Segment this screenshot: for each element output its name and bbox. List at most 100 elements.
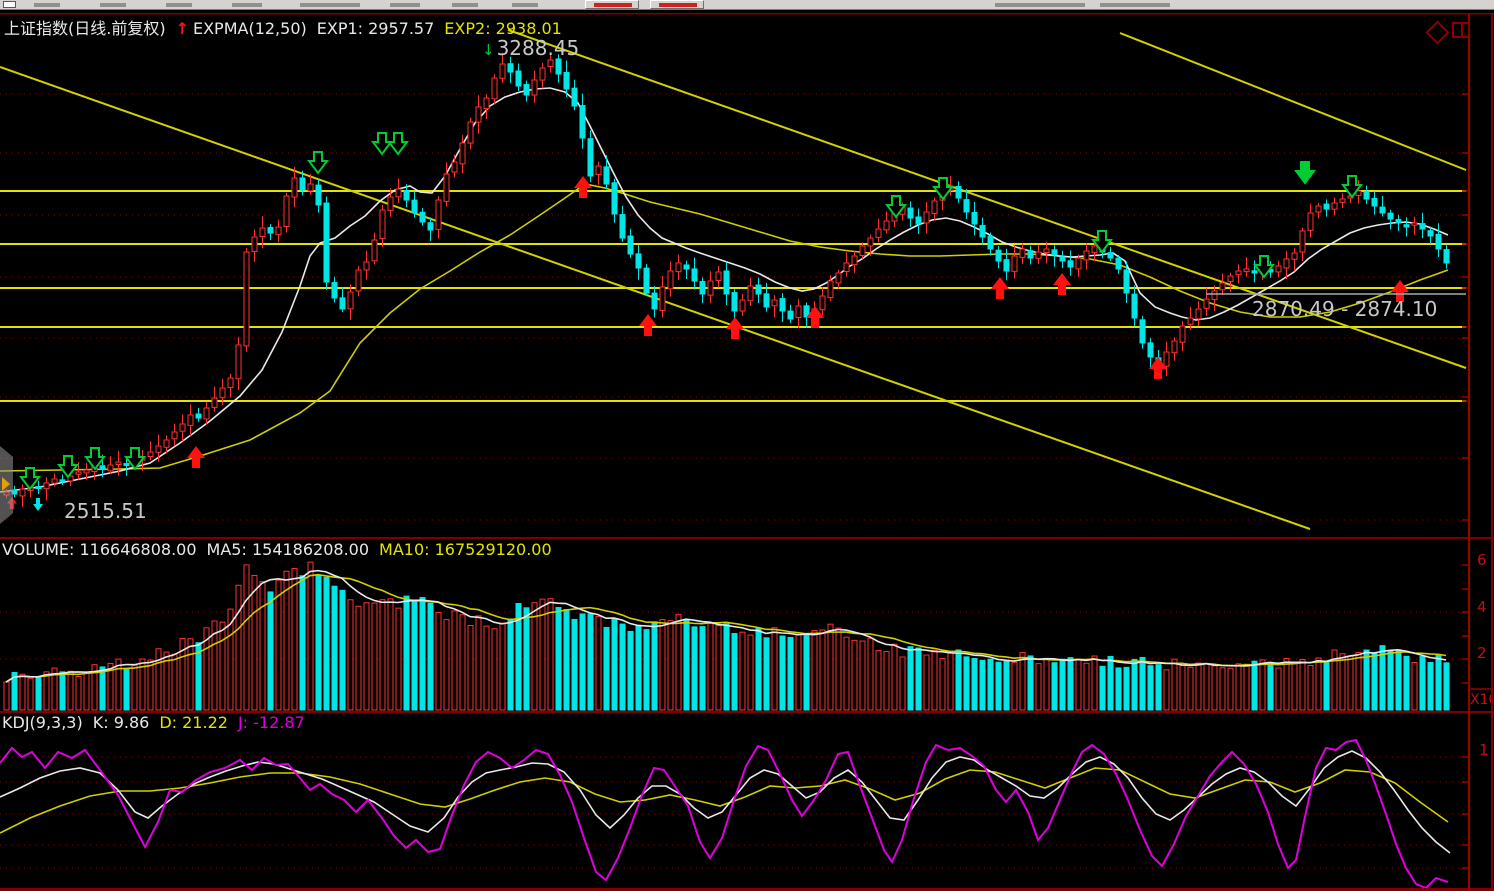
signal-down-arrow-icon	[932, 177, 954, 201]
candle-body	[651, 292, 658, 310]
volume-bar	[1275, 667, 1282, 711]
candle-body	[1251, 270, 1258, 274]
volume-bar	[939, 657, 946, 711]
volume-bar	[1211, 665, 1218, 711]
volume-bar	[459, 614, 466, 711]
candle-body	[1083, 250, 1090, 261]
toolbar-truncated[interactable]	[0, 0, 1494, 10]
candle-body	[267, 226, 274, 234]
volume-bar	[251, 574, 258, 711]
volume-axis-tick-6: 6	[1477, 551, 1487, 569]
toolbar-button-red-1[interactable]	[585, 0, 639, 9]
volume-bar	[1043, 658, 1050, 711]
volume-bar	[731, 632, 738, 711]
symbol-title: 上证指数(日线.前复权)	[4, 19, 166, 38]
volume-bar	[1187, 666, 1194, 711]
menu-item-truncated[interactable]	[512, 3, 538, 7]
volume-bar	[1155, 664, 1162, 711]
trend-up-icon: ↑	[175, 19, 189, 38]
candle-body	[163, 439, 170, 448]
volume-bar	[651, 621, 658, 711]
menu-item-truncated[interactable]	[34, 3, 60, 7]
volume-bar	[483, 625, 490, 711]
volume-bar	[179, 637, 186, 711]
candle-body	[1291, 252, 1298, 260]
signal-down-arrow-icon	[387, 132, 409, 156]
volume-bar	[1419, 656, 1426, 711]
volume-bar	[291, 568, 298, 711]
window-right-edge	[1491, 14, 1493, 891]
candle-body	[1203, 298, 1210, 309]
candle-body	[275, 226, 282, 236]
candle-body	[835, 272, 842, 284]
candle-body	[1019, 248, 1026, 258]
volume-bar	[211, 620, 218, 711]
toolbar-button-red-2[interactable]	[650, 0, 704, 9]
menu-item-truncated[interactable]	[300, 3, 360, 7]
candle-body	[595, 165, 602, 176]
signal-down-arrow-icon	[19, 467, 41, 491]
candle-body	[1115, 257, 1122, 270]
candle-body	[771, 299, 778, 307]
sidebar-expand-handle[interactable]	[0, 446, 13, 524]
candle-body	[1371, 197, 1378, 207]
candle-body	[115, 461, 122, 466]
volume-bar	[803, 634, 810, 711]
menu-item-truncated[interactable]	[452, 3, 478, 7]
candle-body	[355, 269, 362, 292]
candle-body	[1091, 245, 1098, 253]
volume-bar	[99, 666, 106, 711]
candle-body	[843, 262, 850, 272]
candle-body	[587, 138, 594, 177]
volume-bar	[947, 651, 954, 711]
candle-body	[1219, 282, 1226, 291]
candle-body	[923, 211, 930, 224]
candle-body	[563, 71, 570, 90]
candle-body	[555, 58, 562, 75]
menu-item-truncated[interactable]	[100, 3, 126, 7]
candle-body	[675, 262, 682, 273]
volume-bar	[155, 648, 162, 711]
candle-body	[451, 161, 458, 173]
menu-item-truncated[interactable]	[166, 3, 192, 7]
candle-body	[507, 63, 514, 73]
candle-body	[1035, 251, 1042, 259]
volume-bar	[395, 607, 402, 711]
volume-bar	[851, 639, 858, 711]
candle-body	[1411, 222, 1418, 226]
status-text-truncated	[1100, 3, 1170, 7]
volume-axis-multiplier: X10	[1470, 692, 1491, 708]
volume-bar	[267, 591, 274, 711]
menu-item-truncated[interactable]	[390, 3, 420, 7]
volume-bar	[259, 581, 266, 711]
volume-bar	[35, 676, 42, 711]
volume-bar	[1011, 661, 1018, 711]
low-price-label: 2515.51	[64, 499, 147, 523]
candle-body	[987, 235, 994, 250]
signal-up-arrow-icon	[1391, 280, 1409, 302]
volume-bar	[1259, 659, 1266, 711]
menu-item-truncated[interactable]	[232, 3, 262, 7]
volume-bar	[771, 627, 778, 711]
volume-bar	[867, 637, 874, 711]
volume-bar	[531, 602, 538, 711]
peak-price-label: ↓ 3288.45	[482, 36, 580, 60]
volume-bar	[1051, 662, 1058, 711]
volume-bar	[83, 672, 90, 711]
candle-body	[1131, 293, 1138, 319]
candle-body	[1435, 233, 1442, 250]
candle-body	[1211, 290, 1218, 301]
volume-bar	[1395, 649, 1402, 711]
candle-body	[1363, 191, 1370, 200]
candle-body	[1395, 219, 1402, 224]
candle-body	[435, 199, 442, 230]
volume-bar	[643, 629, 650, 711]
signal-up-arrow-icon	[806, 306, 824, 328]
candle-body	[971, 211, 978, 225]
volume-bar	[1363, 649, 1370, 711]
app-icon[interactable]	[3, 1, 16, 8]
volume-bar	[91, 664, 98, 711]
current-price-range-label: 2870.49 - 2874.10	[1252, 297, 1438, 321]
window-tile-icon[interactable]	[1452, 22, 1470, 38]
